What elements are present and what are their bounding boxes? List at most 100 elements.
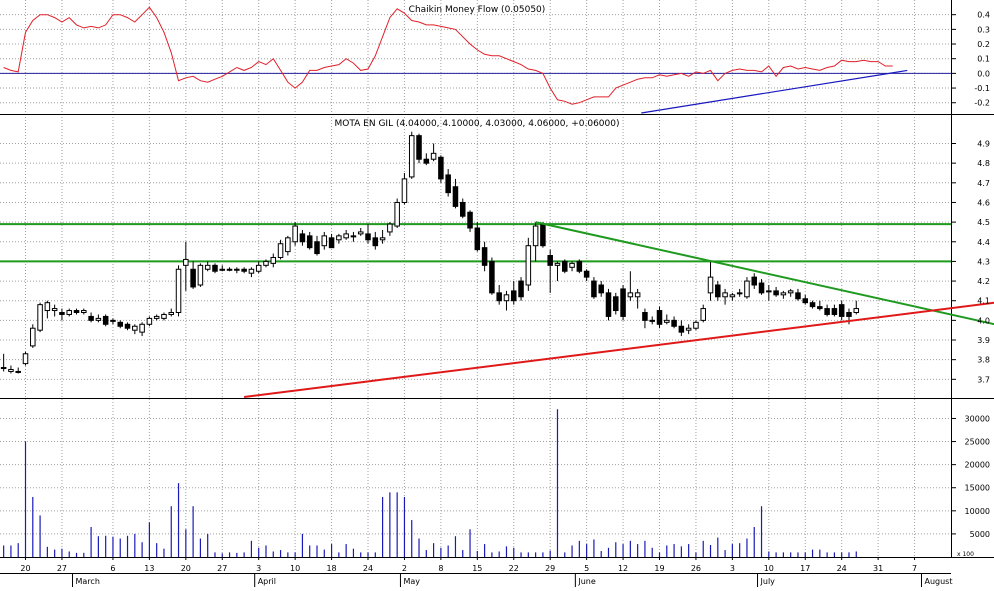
candle-body-down [489, 260, 495, 294]
candle-body-up [66, 310, 72, 315]
candle-body-up [722, 292, 728, 298]
candle [438, 155, 444, 183]
candle-body-up [161, 313, 167, 319]
candle-body-down [809, 302, 816, 308]
candle-body-up [554, 262, 561, 266]
price-y-tick-label: 4.6 [977, 198, 990, 207]
candle [510, 281, 517, 305]
volume-y-tick-label: 5000 [970, 530, 990, 539]
candle-body-up [532, 225, 539, 247]
candle [204, 261, 211, 272]
candle [336, 233, 342, 244]
price-y-tick-label: 4.1 [977, 297, 990, 306]
candle [802, 294, 809, 305]
candle [234, 267, 240, 274]
x-tick-label: 27 [57, 564, 67, 573]
candle [343, 229, 349, 240]
candle-body-up [350, 235, 357, 238]
price-trendline-downtrend [535, 221, 994, 326]
candle [175, 265, 182, 317]
candle-body-down [642, 312, 648, 321]
x-tick-label: 7 [912, 564, 917, 573]
candle [110, 318, 116, 325]
candle-body-up [22, 353, 29, 365]
candle [314, 235, 320, 256]
candle-body-down [678, 325, 685, 333]
candle-body-up [387, 223, 393, 233]
candle-body-up [285, 237, 291, 253]
x-tick-label: 3 [730, 564, 735, 573]
candle-body-up [110, 319, 116, 322]
candle-body-up [336, 235, 342, 241]
x-tick-label: 2 [402, 564, 407, 573]
price-y-tick-label: 4.0 [977, 316, 990, 325]
candle-body-up [343, 233, 349, 239]
candle [124, 322, 131, 331]
candle [459, 198, 466, 219]
candle-body-up [81, 310, 87, 314]
candle-body-down [59, 312, 65, 315]
candle [328, 233, 335, 249]
x-tick-label: 6 [110, 564, 115, 573]
candle [132, 324, 138, 335]
candle-body-down [314, 241, 320, 255]
candle [656, 306, 663, 329]
candle [824, 304, 830, 317]
candle-body-up [0, 367, 7, 370]
candle-body-up [37, 304, 43, 331]
candle-body-up [649, 319, 655, 322]
x-tick-label: 10 [764, 564, 774, 573]
x-month-label: July [760, 577, 776, 586]
candle-body-up [132, 325, 138, 331]
x-month-label: April [258, 577, 276, 586]
candle-body-down [372, 237, 379, 247]
candle [255, 261, 262, 274]
candle-body-down [117, 321, 124, 327]
x-month-label: May [403, 577, 420, 586]
x-tick-label: 5 [584, 564, 589, 573]
candle-body-down [817, 306, 823, 310]
candle-body-down [605, 292, 612, 317]
candle [532, 222, 539, 262]
candle-body-up [146, 317, 153, 325]
price-y-tick-label: 3.9 [977, 336, 990, 345]
cmf-panel: Chaikin Money Flow (0.05050) [0, 5, 951, 114]
candle-body-down [190, 268, 196, 288]
candle-body-up [408, 135, 415, 178]
candle-body-down [598, 284, 604, 294]
candle [576, 259, 583, 274]
x-month-label: June [577, 577, 596, 586]
candle [722, 288, 728, 305]
candle [445, 169, 451, 197]
candle-body-down [795, 292, 801, 300]
candle-body-down [459, 201, 466, 217]
candle [634, 288, 641, 309]
candle [664, 314, 670, 325]
candle [59, 308, 65, 321]
candle [795, 288, 801, 301]
candle-body-down [715, 284, 721, 298]
candle-body-down [496, 292, 502, 302]
candle-body-up [30, 327, 36, 347]
x-tick-label: 27 [217, 564, 227, 573]
x-tick-label: 3 [256, 564, 261, 573]
candle [481, 241, 488, 272]
x-tick-label: 31 [873, 564, 883, 573]
cmf-title: Chaikin Money Flow (0.05050) [409, 5, 546, 15]
candle [583, 269, 590, 282]
candle [350, 231, 357, 242]
candle-body-up [627, 292, 634, 298]
candle [831, 304, 838, 317]
candle [44, 300, 51, 319]
candle-body-up [664, 319, 670, 323]
candle-body-down [124, 323, 131, 329]
candle-body-up [263, 260, 269, 266]
candle-body-down [751, 276, 758, 286]
candle [117, 320, 124, 329]
candle [139, 322, 145, 337]
x-tick-label: 8 [438, 564, 443, 573]
candle [685, 324, 692, 335]
candle-body-up [853, 308, 860, 314]
candle [474, 222, 481, 252]
x-tick-label: 19 [654, 564, 664, 573]
